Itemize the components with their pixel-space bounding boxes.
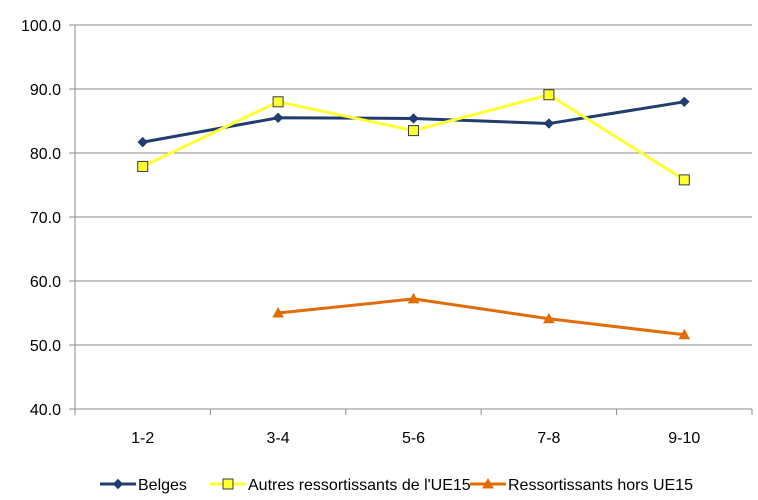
x-axis: 1-2 3-4 5-6 7-8 9-10 bbox=[74, 409, 753, 447]
y-tick-label: 70.0 bbox=[30, 210, 61, 227]
legend: Belges Autres ressortissants de l'UE15 Res… bbox=[100, 477, 693, 494]
series-2 bbox=[137, 89, 690, 186]
legend-label: Belges bbox=[138, 477, 187, 494]
data-point bbox=[272, 96, 284, 108]
x-tick-label: 3-4 bbox=[267, 430, 290, 447]
x-tick-label: 7-8 bbox=[537, 430, 560, 447]
y-tick-label: 90.0 bbox=[30, 82, 61, 99]
legend-marker bbox=[222, 478, 234, 490]
y-tick-label: 60.0 bbox=[30, 274, 61, 291]
data-point bbox=[408, 125, 419, 137]
legend-item: Ressortissants hors UE15 bbox=[470, 477, 693, 494]
series-line bbox=[142, 93, 686, 182]
data-point bbox=[407, 292, 420, 304]
legend-marker bbox=[112, 478, 124, 490]
data-point bbox=[272, 306, 284, 318]
y-tick-label: 100.0 bbox=[21, 18, 61, 35]
legend-item: Autres ressortissants de l'UE15 bbox=[210, 477, 471, 494]
data-point bbox=[678, 174, 690, 186]
data-point bbox=[543, 89, 555, 101]
data-point bbox=[678, 328, 691, 340]
legend-item: Belges bbox=[100, 477, 187, 494]
series-3 bbox=[272, 292, 691, 340]
y-tick-label: 50.0 bbox=[30, 338, 61, 355]
data-point bbox=[408, 113, 419, 124]
plot-area bbox=[137, 89, 691, 340]
data-point bbox=[272, 112, 284, 124]
legend-label: Ressortissants hors UE15 bbox=[508, 477, 693, 494]
y-tick-label: 80.0 bbox=[30, 146, 61, 163]
x-tick-label: 5-6 bbox=[402, 430, 425, 447]
gridlines bbox=[75, 24, 752, 410]
legend-label: Autres ressortissants de l'UE15 bbox=[248, 477, 471, 494]
data-point bbox=[137, 136, 148, 148]
y-axis: 40.0 50.0 60.0 70.0 80.0 90.0 100.0 bbox=[21, 18, 76, 419]
data-point bbox=[543, 118, 555, 129]
x-tick-label: 9-10 bbox=[668, 430, 700, 447]
data-point bbox=[679, 96, 690, 108]
series-1 bbox=[137, 96, 690, 148]
data-point bbox=[137, 160, 149, 172]
legend-marker bbox=[482, 477, 494, 489]
data-point bbox=[543, 312, 555, 324]
x-tick-label: 1-2 bbox=[131, 430, 154, 447]
series-line bbox=[277, 297, 685, 337]
y-tick-label: 40.0 bbox=[30, 402, 61, 419]
